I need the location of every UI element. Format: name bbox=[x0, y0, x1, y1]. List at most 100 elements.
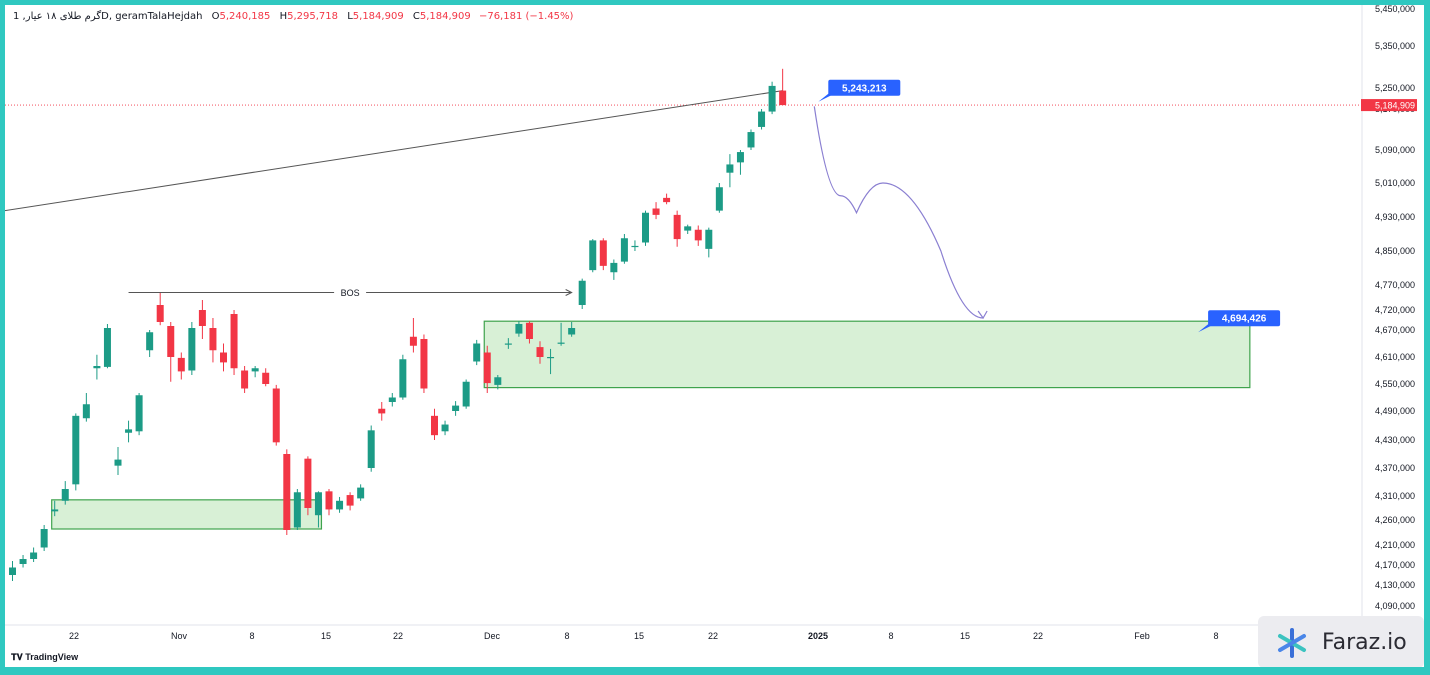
candle bbox=[346, 492, 354, 511]
candle-body bbox=[272, 388, 280, 443]
candle bbox=[51, 500, 59, 517]
candle-body bbox=[420, 339, 428, 389]
candle-body bbox=[694, 229, 702, 241]
candle bbox=[473, 339, 481, 366]
x-tick-label: 15 bbox=[634, 631, 644, 641]
candle bbox=[167, 322, 175, 382]
x-tick-label: 8 bbox=[564, 631, 569, 641]
candle bbox=[135, 393, 143, 436]
candle bbox=[483, 345, 491, 393]
symbol-header: 1 ,گرم طلای ۱۸ عیارD, geramTalaHejdah O5… bbox=[13, 11, 574, 22]
candle-body bbox=[367, 430, 375, 468]
candle-body bbox=[241, 370, 249, 389]
candle-body bbox=[758, 111, 766, 127]
candle-body bbox=[441, 424, 449, 432]
candle-body bbox=[631, 245, 639, 248]
candle bbox=[357, 484, 365, 501]
candle-body bbox=[209, 328, 217, 351]
candle bbox=[504, 338, 512, 349]
candle bbox=[684, 224, 692, 234]
y-tick-label: 4,850,000 bbox=[1375, 246, 1415, 256]
candle bbox=[293, 489, 301, 530]
candle bbox=[494, 375, 502, 390]
candle-body bbox=[61, 489, 69, 501]
candle bbox=[779, 68, 787, 106]
candle bbox=[220, 343, 227, 372]
candle bbox=[409, 318, 417, 353]
candle-body bbox=[177, 357, 185, 372]
candle bbox=[262, 368, 270, 387]
candle bbox=[314, 491, 322, 528]
candle bbox=[431, 408, 438, 440]
candle bbox=[715, 183, 723, 213]
candle-body bbox=[589, 240, 597, 271]
bos-arrowhead bbox=[565, 289, 573, 296]
candle-body bbox=[547, 357, 555, 359]
candle bbox=[589, 239, 597, 273]
y-tick-label: 4,670,000 bbox=[1375, 325, 1415, 335]
y-tick-label: 4,170,000 bbox=[1375, 560, 1415, 570]
candle-body bbox=[378, 408, 386, 414]
candle-body bbox=[336, 500, 344, 510]
candle-body bbox=[114, 459, 122, 466]
x-tick-label: Dec bbox=[484, 631, 501, 641]
projection-arrowhead bbox=[977, 310, 988, 320]
x-tick-label: 22 bbox=[393, 631, 403, 641]
candle-body bbox=[304, 458, 312, 508]
y-tick-label: 4,310,000 bbox=[1375, 491, 1415, 501]
candle bbox=[93, 354, 101, 380]
candle bbox=[367, 425, 375, 472]
candle bbox=[620, 234, 628, 264]
callout-box bbox=[1208, 310, 1281, 327]
candle bbox=[547, 348, 555, 375]
y-tick-label: 4,210,000 bbox=[1375, 540, 1415, 550]
candle bbox=[146, 330, 154, 357]
candle bbox=[441, 420, 449, 436]
open-value: 5,240,185 bbox=[219, 11, 271, 22]
candle bbox=[705, 227, 713, 258]
candle bbox=[378, 402, 386, 421]
candle bbox=[631, 240, 639, 251]
candle-body bbox=[462, 381, 470, 407]
high-label: H bbox=[279, 11, 288, 22]
candle-body bbox=[167, 326, 175, 357]
candle bbox=[578, 278, 586, 309]
candle-body bbox=[610, 262, 618, 273]
demand-zone-2 bbox=[483, 320, 1251, 389]
candle bbox=[251, 366, 259, 378]
candle-body bbox=[578, 280, 586, 305]
candle-body bbox=[198, 310, 206, 326]
x-tick-label: Nov bbox=[171, 631, 188, 641]
candle-body bbox=[103, 328, 111, 367]
x-tick-label: 22 bbox=[69, 631, 79, 641]
candle-body bbox=[399, 359, 407, 398]
candle bbox=[272, 384, 280, 446]
candle bbox=[452, 401, 460, 416]
candlestick-chart[interactable]: BOS 5,243,213 4,694,426 5,450,000 5,350,000… bbox=[5, 5, 1424, 667]
candle-body bbox=[726, 164, 734, 173]
close-label: C bbox=[412, 11, 420, 22]
y-tick-label: 5,010,000 bbox=[1375, 178, 1415, 188]
candle bbox=[673, 210, 681, 247]
low-value: 5,184,909 bbox=[352, 11, 404, 22]
change-value: −76,181 (−1.45%) bbox=[478, 11, 574, 22]
candle bbox=[19, 555, 27, 568]
candle-body bbox=[652, 208, 660, 215]
tradingview-icon: 𝐓𝐕 bbox=[11, 652, 26, 662]
candle-body bbox=[314, 492, 322, 516]
y-tick-label: 5,090,000 bbox=[1375, 145, 1415, 155]
candle-body bbox=[135, 395, 143, 432]
candle-body bbox=[599, 240, 607, 266]
trendline bbox=[5, 90, 783, 212]
y-tick-label: 5,250,000 bbox=[1375, 83, 1415, 93]
faraz-logo-icon bbox=[1278, 628, 1306, 658]
y-tick-label: 4,370,000 bbox=[1375, 463, 1415, 473]
price-callout-2: 4,694,426 bbox=[1198, 310, 1281, 333]
tradingview-logo[interactable]: 𝐓𝐕 TradingView bbox=[11, 652, 78, 663]
candle-body bbox=[230, 314, 238, 369]
candle-body bbox=[715, 187, 723, 211]
candle-body bbox=[525, 322, 533, 339]
candle-body bbox=[72, 415, 80, 485]
y-tick-label: 5,450,000 bbox=[1375, 5, 1415, 14]
candle bbox=[125, 420, 133, 443]
